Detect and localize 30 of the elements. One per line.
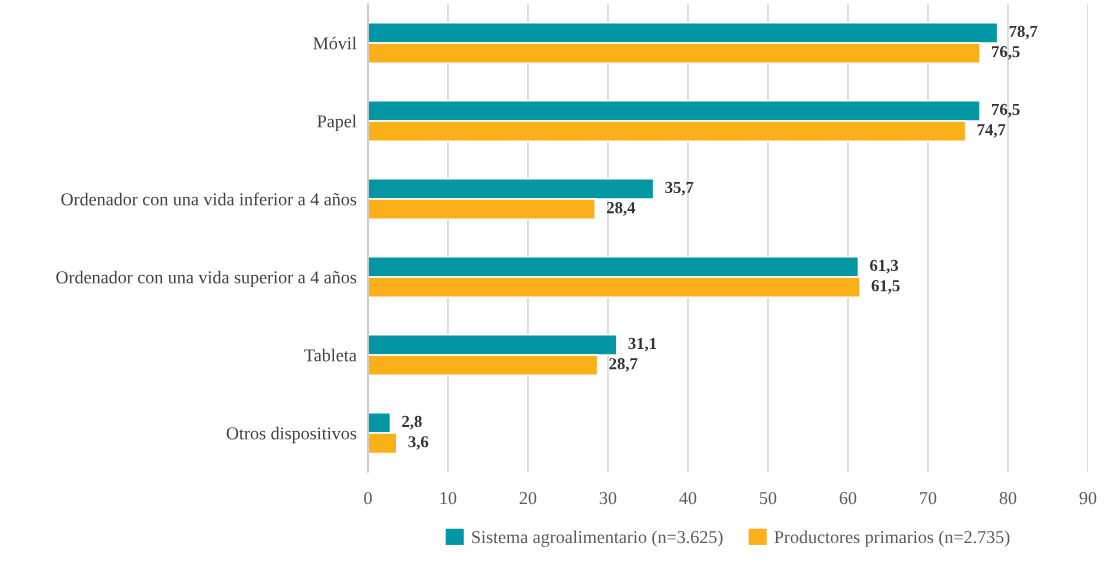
x-tick-label: 20: [519, 492, 537, 505]
x-tick-label: 10: [440, 492, 457, 505]
x-tick-label: 90: [1079, 492, 1097, 505]
data-label: 3,6: [408, 436, 429, 450]
y-tick-label: Papel: [317, 114, 357, 132]
data-label: 76,5: [992, 46, 1020, 60]
data-label: 74,7: [977, 124, 1006, 138]
data-label: 28,7: [609, 358, 638, 372]
x-tick-label: 80: [999, 492, 1017, 505]
data-label: 2,8: [402, 415, 422, 430]
y-tick-label: Otros dispositivos: [226, 426, 357, 444]
data-label: 78,7: [1009, 25, 1038, 40]
x-tick-label: 30: [599, 492, 617, 505]
data-label: 28,4: [606, 202, 636, 216]
data-label: 61,5: [871, 280, 900, 294]
x-tick-label: 0: [364, 492, 372, 505]
y-tick-label: Ordenador con una vida superior a 4 años: [56, 270, 357, 288]
legend-label: Productores primarios (n=2.735): [774, 530, 1010, 547]
data-label: 76,5: [992, 103, 1020, 118]
y-tick-label: Tableta: [304, 348, 357, 362]
y-tick-label: Ordenador con una vida inferior a 4 años: [61, 192, 357, 206]
data-label: 61,3: [870, 259, 899, 274]
data-label: 31,1: [628, 337, 657, 352]
x-tick-label: 40: [679, 492, 697, 505]
legend-label: Sistema agroalimentario (n=3.625): [472, 530, 723, 547]
x-tick-label: 70: [920, 492, 937, 505]
data-label: 35,7: [665, 181, 694, 196]
x-tick-label: 50: [759, 492, 777, 505]
y-tick-label: Móvil: [313, 36, 357, 50]
x-tick-label: 60: [839, 492, 857, 505]
